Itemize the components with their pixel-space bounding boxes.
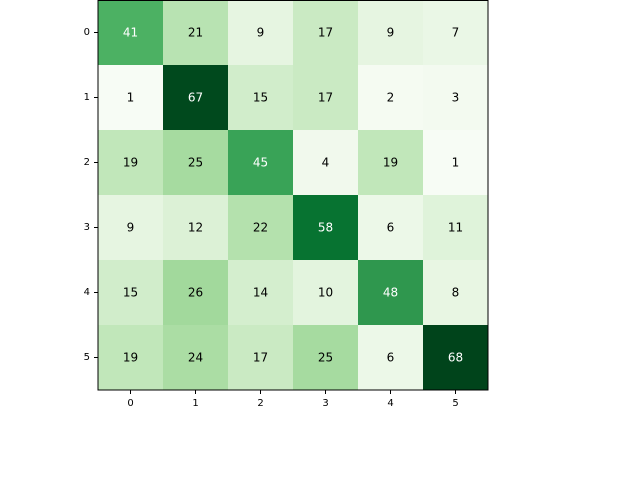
heatmap-cell-r3-c0: [98, 195, 163, 260]
y-tick-label-5: 5: [84, 352, 90, 363]
heatmap-cell-r2-c3: [293, 130, 358, 195]
x-tick-label-2: 2: [257, 398, 263, 409]
cell-value-label-r0-c2: 9: [257, 26, 265, 40]
cell-value-label-r5-c3: 25: [318, 351, 333, 365]
heatmap-cell-r2-c0: [98, 130, 163, 195]
heatmap-cell-r3-c5: [423, 195, 488, 260]
heatmap-cell-r4-c3: [293, 260, 358, 325]
cell-value-label-r2-c0: 19: [123, 156, 138, 170]
cell-value-label-r3-c2: 22: [253, 221, 268, 235]
cell-value-label-r1-c5: 3: [452, 91, 460, 105]
cell-value-label-r2-c4: 19: [383, 156, 398, 170]
heatmap-cell-r4-c0: [98, 260, 163, 325]
y-tick-label-3: 3: [84, 222, 90, 233]
cell-value-label-r0-c5: 7: [452, 26, 460, 40]
x-tick-label-5: 5: [452, 398, 458, 409]
heatmap-cell-r2-c1: [163, 130, 228, 195]
cell-value-label-r1-c4: 2: [387, 91, 395, 105]
heatmap-cell-r4-c1: [163, 260, 228, 325]
heatmap-cell-r5-c2: [228, 325, 293, 390]
cell-value-label-r5-c2: 17: [253, 351, 268, 365]
cell-value-label-r3-c0: 9: [127, 221, 135, 235]
heatmap-cell-r2-c4: [358, 130, 423, 195]
heatmap-cell-r0-c4: [358, 0, 423, 65]
heatmap-cell-r5-c0: [98, 325, 163, 390]
heatmap-cell-r4-c2: [228, 260, 293, 325]
heatmap-cell-r1-c2: [228, 65, 293, 130]
heatmap-cells: 41 21 9 17 9 71 67 15 17 2 319 25 45 4 19 19 12 22 58 6 1115…: [98, 0, 488, 390]
heatmap-cell-r3-c2: [228, 195, 293, 260]
cell-value-label-r5-c0: 19: [123, 351, 138, 365]
heatmap-cell-r5-c4: [358, 325, 423, 390]
heatmap-cell-r0-c5: [423, 0, 488, 65]
cell-value-label-r2-c3: 4: [322, 156, 330, 170]
cell-value-label-r5-c5: 68: [448, 351, 463, 365]
heatmap-cell-r1-c5: [423, 65, 488, 130]
cell-value-label-r4-c4: 48: [383, 286, 398, 300]
cell-value-label-r2-c5: 1: [452, 156, 460, 170]
heatmap-cell-r5-c5: [423, 325, 488, 390]
heatmap-cell-r1-c3: [293, 65, 358, 130]
cell-value-label-r0-c4: 9: [387, 26, 395, 40]
cell-value-label-r4-c2: 14: [253, 286, 268, 300]
cell-value-label-r3-c1: 12: [188, 221, 203, 235]
cell-value-label-r4-c1: 26: [188, 286, 203, 300]
cell-value-label-r1-c1: 67: [188, 91, 203, 105]
cell-value-label-r1-c0: 1: [127, 91, 135, 105]
x-tick-label-3: 3: [322, 398, 328, 409]
cell-value-label-r3-c4: 6: [387, 221, 395, 235]
cell-value-label-r1-c3: 17: [318, 91, 333, 105]
cell-value-label-r3-c3: 58: [318, 221, 333, 235]
x-tick-label-4: 4: [387, 398, 393, 409]
y-tick-label-2: 2: [84, 157, 90, 168]
heatmap-cell-r1-c4: [358, 65, 423, 130]
cell-value-label-r0-c0: 41: [123, 26, 138, 40]
x-axis-ticks: 0 1 2 3 4 5: [127, 390, 459, 409]
heatmap-cell-r5-c1: [163, 325, 228, 390]
heatmap-cell-r3-c1: [163, 195, 228, 260]
y-axis-ticks: 0 1 2 3 4 5: [84, 27, 98, 363]
heatmap-cell-r0-c0: [98, 0, 163, 65]
heatmap-cell-r0-c2: [228, 0, 293, 65]
heatmap-cell-r1-c0: [98, 65, 163, 130]
heatmap-cell-r2-c5: [423, 130, 488, 195]
cell-value-label-r2-c1: 25: [188, 156, 203, 170]
heatmap-cell-r5-c3: [293, 325, 358, 390]
cell-value-label-r5-c4: 6: [387, 351, 395, 365]
heatmap-cell-r0-c1: [163, 0, 228, 65]
y-tick-label-4: 4: [84, 287, 90, 298]
x-tick-label-0: 0: [127, 398, 133, 409]
cell-value-label-r2-c2: 45: [253, 156, 268, 170]
heatmap-cell-r4-c5: [423, 260, 488, 325]
cell-value-label-r0-c3: 17: [318, 26, 333, 40]
y-tick-label-0: 0: [84, 27, 90, 38]
heatmap-cell-r4-c4: [358, 260, 423, 325]
cell-value-label-r3-c5: 11: [448, 221, 463, 235]
cell-value-label-r4-c3: 10: [318, 286, 333, 300]
heatmap-cell-r3-c3: [293, 195, 358, 260]
cell-value-label-r5-c1: 24: [188, 351, 203, 365]
cell-value-label-r4-c0: 15: [123, 286, 138, 300]
heatmap-cell-r0-c3: [293, 0, 358, 65]
plot-frame: [97, 0, 489, 391]
y-tick-label-1: 1: [84, 92, 90, 103]
cell-value-label-r4-c5: 8: [452, 286, 460, 300]
cell-value-label-r1-c2: 15: [253, 91, 268, 105]
cell-value-label-r0-c1: 21: [188, 26, 203, 40]
heatmap-cell-r1-c1: [163, 65, 228, 130]
heatmap-cell-r2-c2: [228, 130, 293, 195]
x-tick-label-1: 1: [192, 398, 198, 409]
heatmap-cell-r3-c4: [358, 195, 423, 260]
